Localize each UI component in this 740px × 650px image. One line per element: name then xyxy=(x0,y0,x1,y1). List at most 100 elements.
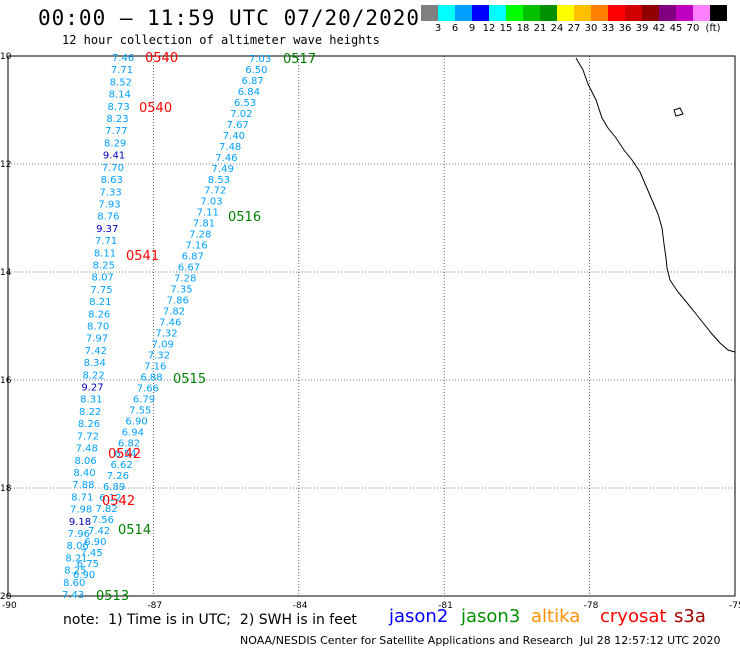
pass-time-labels: 0540 0540 0541 0542 0542 0517 0516 0515 0514 0513 xyxy=(96,51,316,604)
lat-lon-grid xyxy=(7,55,736,597)
wave-height-value: 8.76 xyxy=(97,212,119,223)
legend-jason2: jason2 xyxy=(389,606,449,627)
wave-height-value: 8.70 xyxy=(87,322,109,333)
wave-height-value: 6.79 xyxy=(133,394,155,405)
wave-height-value: 7.93 xyxy=(98,199,120,210)
color-scale-label: 9 xyxy=(468,23,476,34)
pass-time-label: 0515 xyxy=(173,372,206,387)
wave-height-value: 9.41 xyxy=(103,151,125,162)
color-scale-label: 27 xyxy=(567,23,581,34)
wave-height-value: 8.34 xyxy=(84,358,106,369)
lon-tick-label: -84 xyxy=(293,601,308,611)
wave-height-value: 9.37 xyxy=(96,224,118,235)
wave-height-value: 7.48 xyxy=(219,142,241,153)
wave-height-value: 7.43 xyxy=(62,590,84,601)
wave-height-value: 7.72 xyxy=(77,431,99,442)
wave-height-value: 6.53 xyxy=(234,98,256,109)
wave-height-value: 6.94 xyxy=(122,427,144,438)
lon-tick-label: -81 xyxy=(438,601,453,611)
lat-tick-label: 10 xyxy=(0,52,12,62)
color-swatch xyxy=(421,5,438,21)
wave-height-value: 9.27 xyxy=(81,383,103,394)
color-swatch xyxy=(472,5,489,21)
wave-height-value: 6.87 xyxy=(182,252,204,263)
coastline-path xyxy=(575,57,736,353)
wave-height-value: 8.73 xyxy=(107,102,129,113)
pass-time-label: 0516 xyxy=(228,210,261,225)
pass-time-label: 0541 xyxy=(126,249,159,264)
wave-height-value: 8.26 xyxy=(78,419,100,430)
wave-height-value: 7.55 xyxy=(129,405,151,416)
wave-height-value: 7.56 xyxy=(92,515,114,526)
pass-time-label: 0542 xyxy=(102,494,135,509)
page-subtitle: 12 hour collection of altimeter wave hei… xyxy=(62,33,380,47)
wave-height-value: 8.71 xyxy=(71,492,93,503)
wave-height-value: 7.11 xyxy=(197,208,219,219)
color-swatch xyxy=(608,5,625,21)
color-scale-label: 15 xyxy=(499,23,513,34)
color-scale-label: 30 xyxy=(584,23,598,34)
wave-height-value: 6.82 xyxy=(118,438,140,449)
color-scale-label: 45 xyxy=(669,23,683,34)
wave-height-value: 7.67 xyxy=(227,120,249,131)
island-path xyxy=(673,107,684,117)
color-scale-unit: (ft) xyxy=(705,23,721,34)
wave-height-value: 7.98 xyxy=(70,505,92,516)
wave-height-value: 7.26 xyxy=(107,471,129,482)
wave-height-value: 8.25 xyxy=(64,566,86,577)
color-swatch xyxy=(557,5,574,21)
wave-height-value: 7.66 xyxy=(137,383,159,394)
wave-height-value: 8.52 xyxy=(110,77,132,88)
color-swatch xyxy=(489,5,506,21)
wave-height-value: 8.14 xyxy=(109,90,131,101)
wave-height-value: 7.42 xyxy=(85,346,107,357)
wave-height-value: 7.82 xyxy=(163,307,185,318)
wave-height-value: 6.84 xyxy=(238,87,260,98)
lat-tick-label: 12 xyxy=(0,160,11,170)
color-swatch xyxy=(591,5,608,21)
wave-height-value: 7.77 xyxy=(105,126,127,137)
page-title: 00:00 – 11:59 UTC 07/20/2020 xyxy=(38,6,421,30)
pass-time-label: 0517 xyxy=(283,52,316,67)
wave-height-value: 8.22 xyxy=(82,370,104,381)
wave-height-value: 7.32 xyxy=(148,350,170,361)
wave-height-value: 7.46 xyxy=(215,153,237,164)
footer-credit: NOAA/NESDIS Center for Satellite Applica… xyxy=(240,634,574,647)
wave-height-value: 7.32 xyxy=(155,328,177,339)
lon-tick-label: -78 xyxy=(584,601,599,611)
color-swatch xyxy=(506,5,523,21)
wave-height-value: 7.86 xyxy=(167,296,189,307)
wave-height-value: 7.16 xyxy=(185,241,207,252)
lon-tick-label: -90 xyxy=(2,601,17,611)
wave-height-value: 8.06 xyxy=(67,541,89,552)
wave-height-value: 8.40 xyxy=(73,468,95,479)
wave-height-value: 7.96 xyxy=(68,529,90,540)
legend-jason3: jason3 xyxy=(461,606,521,627)
wave-height-value: 6.89 xyxy=(103,482,125,493)
legend-cryosat: cryosat xyxy=(600,606,667,627)
wave-height-value: 7.03 xyxy=(200,197,222,208)
color-swatch xyxy=(523,5,540,21)
wave-height-value: 7.46 xyxy=(112,53,134,64)
wave-height-value: 8.60 xyxy=(63,578,85,589)
wave-height-value: 8.29 xyxy=(104,138,126,149)
wave-height-value: 6.54 xyxy=(114,449,136,460)
wave-height-value: 7.49 xyxy=(212,164,234,175)
color-scale-label: 12 xyxy=(482,23,496,34)
wave-height-value: 6.90 xyxy=(125,416,147,427)
wave-height-value: 7.71 xyxy=(111,65,133,76)
lon-tick-label: -87 xyxy=(147,601,162,611)
wave-height-value: 8.11 xyxy=(94,248,116,259)
wave-height-value: 8.21 xyxy=(65,553,87,564)
wave-height-value: 7.28 xyxy=(174,274,196,285)
footer-timestamp: Jul 28 12:57:12 UTC 2020 xyxy=(580,634,721,647)
wave-height-value: 7.33 xyxy=(100,187,122,198)
axis-tick-labels: 10 12 14 16 18 20-90 -87 -84 -81 -78 -75 xyxy=(0,52,740,611)
color-swatch xyxy=(659,5,676,21)
wave-height-value: 6.90 xyxy=(84,537,106,548)
wave-height-value: 8.22 xyxy=(79,407,101,418)
color-scale-label: 24 xyxy=(550,23,564,34)
wave-height-value: 7.75 xyxy=(90,285,112,296)
wave-height-value: 6.62 xyxy=(110,460,132,471)
